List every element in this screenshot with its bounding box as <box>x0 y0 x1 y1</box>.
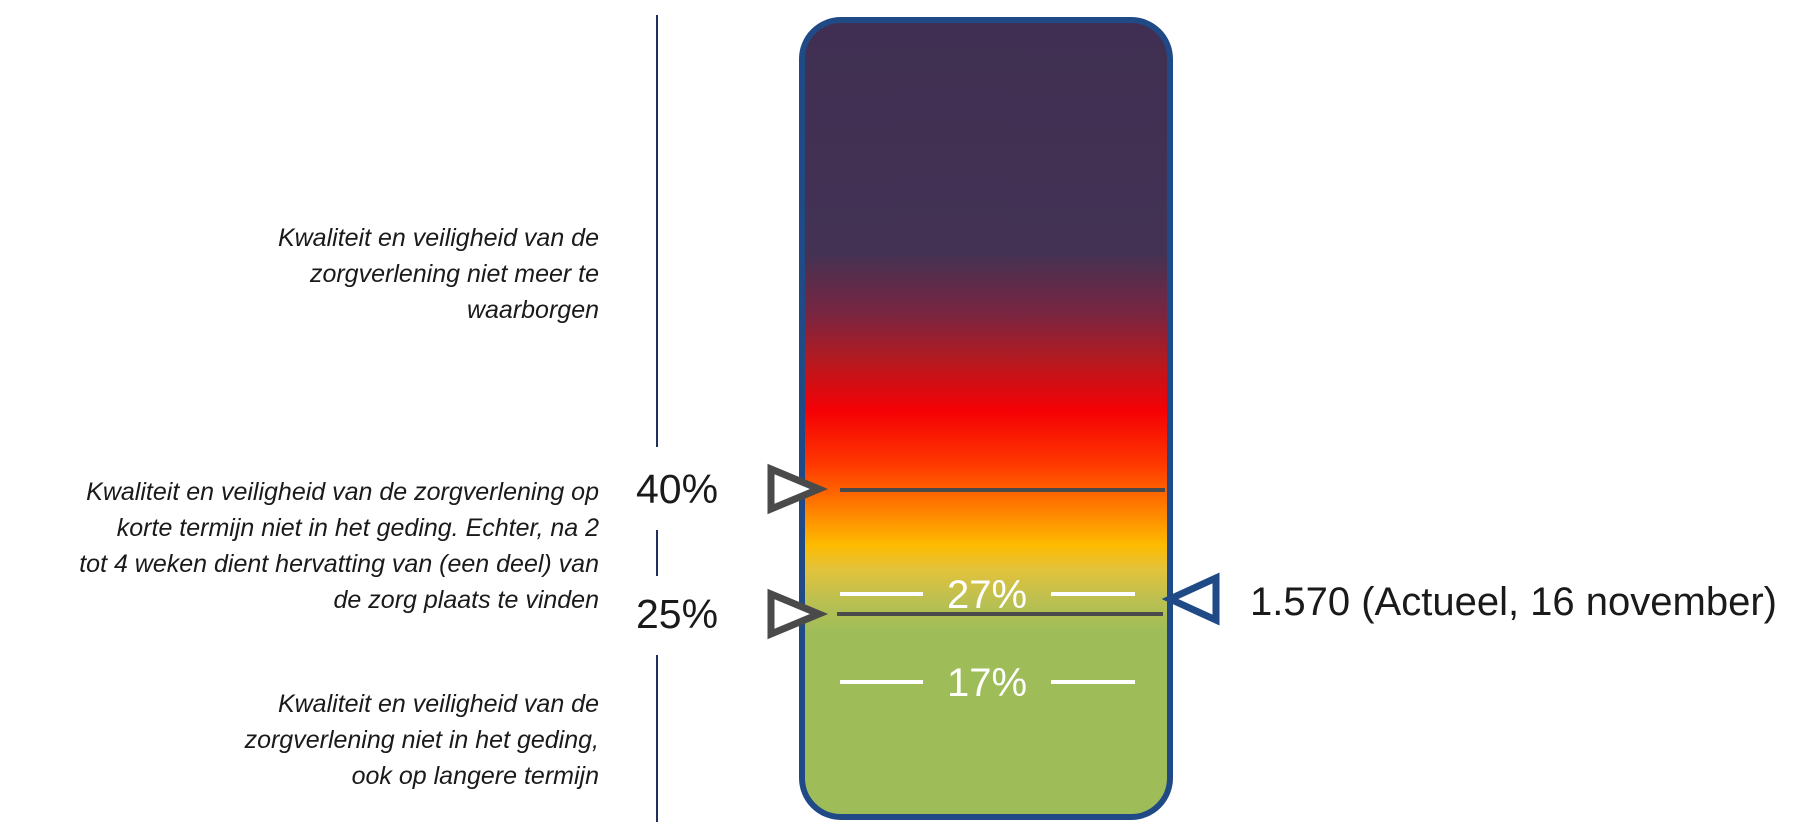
axis-line-bottom <box>656 655 658 822</box>
pointer-40-icon <box>767 463 829 515</box>
description-bottom: Kwaliteit en veiligheid van de zorgverle… <box>244 690 599 790</box>
current-value-label: 1.570 (Actueel, 16 november) <box>1250 580 1777 624</box>
threshold-label-40: 40% <box>636 466 719 512</box>
marker-27-label: 27% <box>947 573 1027 617</box>
axis-line-top <box>656 15 658 447</box>
current-value-pointer-icon <box>1161 572 1220 626</box>
pointer-25-icon <box>767 588 829 640</box>
axis-line-middle <box>656 530 658 576</box>
description-middle: Kwaliteit en veiligheid van de zorgverle… <box>79 478 599 614</box>
marker-17-label: 17% <box>947 661 1027 705</box>
threshold-label-25: 25% <box>636 591 719 637</box>
description-top: Kwaliteit en veiligheid van de zorgverle… <box>277 224 599 324</box>
capacity-gauge <box>799 17 1173 820</box>
